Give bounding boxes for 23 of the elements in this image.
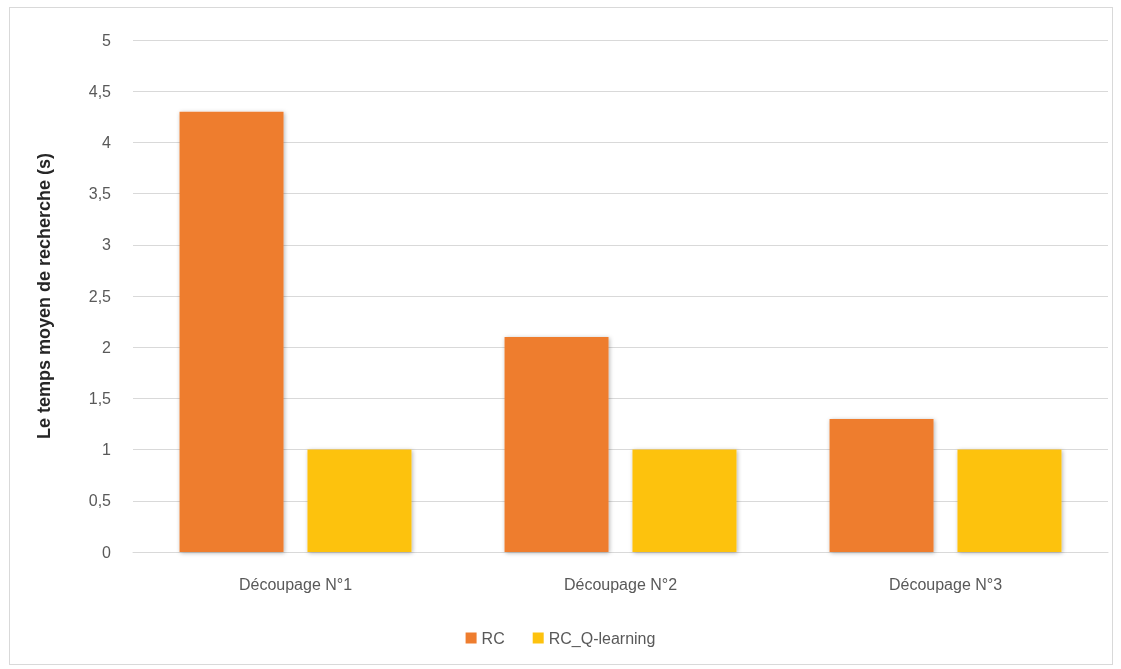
y-tick-label: 1,5	[88, 389, 112, 407]
legend-label: RC_Q-learning	[548, 629, 656, 648]
bar	[504, 336, 609, 552]
y-tick-label: 3,5	[88, 185, 112, 203]
legend-label: RC	[481, 629, 505, 647]
bar	[179, 111, 284, 552]
y-tick-label: 4	[102, 133, 112, 151]
y-tick-label: 4,5	[88, 82, 112, 100]
bar	[307, 449, 412, 552]
bar	[632, 449, 737, 552]
x-tick-label: Découpage N°2	[563, 575, 678, 593]
bar	[829, 418, 934, 552]
x-tick-label: Découpage N°1	[238, 575, 353, 593]
y-tick-label: 1	[102, 441, 112, 459]
y-tick-label: 0,5	[88, 492, 112, 510]
y-tick-label: 2,5	[88, 287, 112, 305]
bar	[957, 449, 1062, 552]
y-tick-label: 2	[102, 338, 112, 356]
y-axis-title: Le temps moyen de recherche (s)	[34, 152, 54, 440]
y-tick-label: 5	[102, 31, 112, 49]
y-tick-label: 0	[102, 543, 112, 561]
x-tick-label: Découpage N°3	[888, 575, 1003, 593]
y-tick-label: 3	[102, 236, 112, 254]
